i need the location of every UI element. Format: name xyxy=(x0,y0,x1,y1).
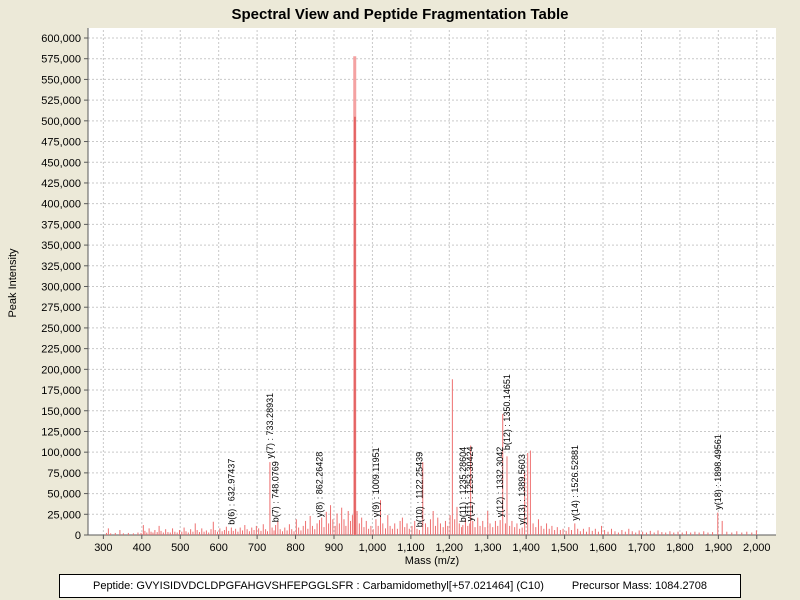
y-tick-label: 600,000 xyxy=(41,33,81,45)
y-tick-label: 250,000 xyxy=(41,323,81,335)
x-tick-label: 700 xyxy=(248,542,266,554)
y-tick-label: 100,000 xyxy=(41,447,81,459)
y-tick-label: 175,000 xyxy=(41,385,81,397)
spectrum-plot[interactable]: 0 25,000 50,000 75,000 100,000 125,000 150,000… xyxy=(0,0,800,572)
x-tick-label: 900 xyxy=(325,542,343,554)
y-tick-label: 550,000 xyxy=(41,74,81,86)
peak-annotation: b(6) : 632.97437 xyxy=(226,459,236,525)
x-tick-label: 1,900 xyxy=(705,542,733,554)
peak-annotation: y(13) : 1389.5603 xyxy=(517,454,527,525)
x-tick-label: 1,200 xyxy=(436,542,464,554)
y-tick-label: 200,000 xyxy=(41,364,81,376)
y-tick-label: 500,000 xyxy=(41,116,81,128)
peak-annotation: b(10) : 1122.25439 xyxy=(414,452,424,527)
peak-annotation: b(7) : 748.0769 xyxy=(271,461,281,522)
y-tick-label: 25,000 xyxy=(47,509,81,521)
x-tick-label: 400 xyxy=(133,542,151,554)
x-tick-label: 1,300 xyxy=(474,542,502,554)
y-tick-label: 525,000 xyxy=(41,95,81,107)
y-tick-label: 400,000 xyxy=(41,199,81,211)
y-tick-label: 125,000 xyxy=(41,426,81,438)
x-tick-label: 800 xyxy=(286,542,304,554)
peak-annotation: y(11) : 1253.30424 xyxy=(465,447,475,522)
peak-annotation: y(7) : 733.28931 xyxy=(265,393,275,459)
y-tick-label: 450,000 xyxy=(41,157,81,169)
x-tick-label: 1,000 xyxy=(359,542,387,554)
x-tick-label: 1,100 xyxy=(397,542,425,554)
y-tick-label: 325,000 xyxy=(41,261,81,273)
peak-annotation: y(12) : 1332.3042 xyxy=(495,447,505,518)
peak-annotation: b(11) : 1235.28604 xyxy=(458,447,468,522)
peak-annotation: y(18) : 1898.49561 xyxy=(713,434,723,510)
page-title: Spectral View and Peptide Fragmentation … xyxy=(231,6,569,23)
x-tick-label: 1,500 xyxy=(551,542,579,554)
y-tick-label: 350,000 xyxy=(41,240,81,252)
precursor-mass-text: Precursor Mass: 1084.2708 xyxy=(571,580,708,592)
peptide-sequence-text: Peptide: GVYISIDVDCLDPGFAHGVSHFEPGGLSFR … xyxy=(92,580,544,592)
x-tick-label: 300 xyxy=(94,542,112,554)
x-tick-label: 500 xyxy=(171,542,189,554)
y-tick-label: 50,000 xyxy=(47,489,81,501)
peak-annotation: y(14) : 1526.52881 xyxy=(570,445,580,521)
x-tick-label: 2,000 xyxy=(743,542,771,554)
y-tick-label: 375,000 xyxy=(41,219,81,231)
y-tick-label: 275,000 xyxy=(41,302,81,314)
x-tick-label: 1,700 xyxy=(628,542,656,554)
x-axis-title: Mass (m/z) xyxy=(405,555,459,567)
y-tick-label: 225,000 xyxy=(41,344,81,356)
y-tick-label: 300,000 xyxy=(41,282,81,294)
y-tick-label: 0 xyxy=(75,530,81,542)
y-tick-label: 475,000 xyxy=(41,137,81,149)
peak-annotation: y(9) : 1009.11951 xyxy=(371,447,381,517)
x-tick-label: 1,800 xyxy=(666,542,694,554)
y-tick-label: 575,000 xyxy=(41,54,81,66)
x-tick-label: 600 xyxy=(210,542,228,554)
y-tick-label: 75,000 xyxy=(47,468,81,480)
x-tick-label: 1,400 xyxy=(512,542,540,554)
peak-annotation: b(12) : 1350.14651 xyxy=(502,374,512,450)
y-tick-label: 425,000 xyxy=(41,178,81,190)
y-tick-label: 150,000 xyxy=(41,406,81,418)
y-axis-title: Peak Intensity xyxy=(7,248,19,318)
plot-area[interactable] xyxy=(88,28,776,535)
peak-annotation: y(8) : 862.26428 xyxy=(314,452,324,518)
peptide-info-bar: Peptide: GVYISIDVDCLDPGFAHGVSHFEPGGLSFR … xyxy=(59,574,741,598)
x-tick-label: 1,600 xyxy=(589,542,617,554)
